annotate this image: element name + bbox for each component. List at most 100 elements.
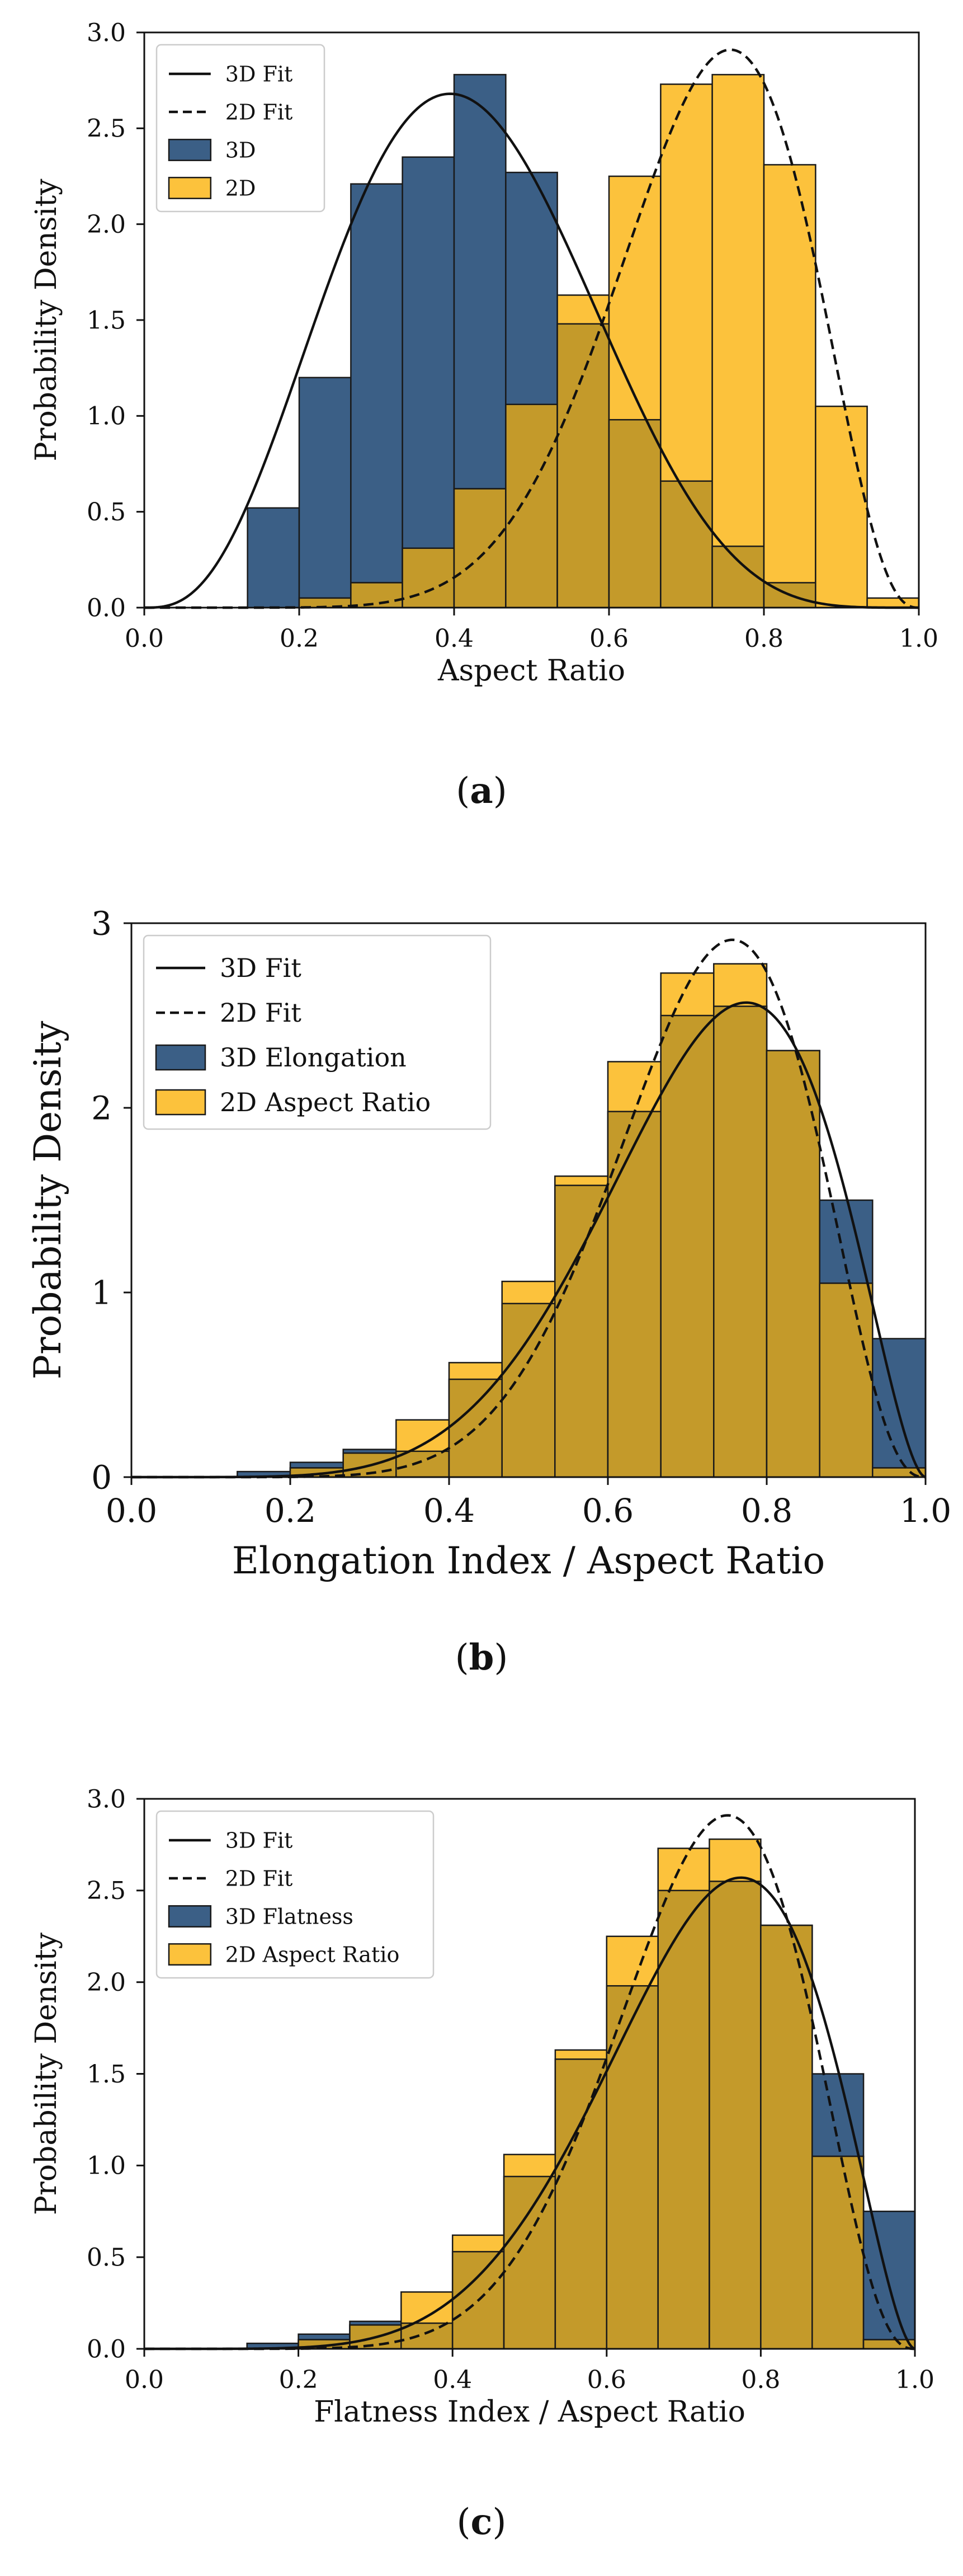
- chart-b: 0.0 0.2 0.4 0.6 0.8 1.0 0 1 2 3 Elongation Index /…: [26, 904, 951, 1582]
- bar-3d-2: [298, 377, 352, 609]
- legend-label: 3D Flatness: [225, 1904, 353, 1929]
- legend-3d-swatch-icon: [168, 139, 212, 161]
- chart-a: 0.0 0.2 0.4 0.6 0.8 1.0 0.0 0.5 1.0 1.5 2.0 2.5 3.0 A…: [30, 18, 938, 688]
- bar-3d-3: [350, 183, 403, 609]
- y-tick-label: 1.0: [87, 402, 126, 431]
- bar-overlap-8: [606, 1985, 659, 2350]
- x-tick-label: 0.2: [265, 1492, 316, 1530]
- x-tick-label: 0.8: [741, 2366, 780, 2394]
- bar-overlap-7: [554, 2058, 608, 2350]
- x-tick-label: 0.8: [744, 624, 783, 653]
- bar-2d-10: [711, 74, 765, 609]
- bar-3d-1: [247, 507, 300, 609]
- bar-overlap-8: [608, 419, 662, 609]
- y-tick-label: 3.0: [87, 1785, 126, 1813]
- bar-overlap-7: [556, 323, 610, 609]
- y-axis-label: Probability Density: [26, 1021, 69, 1380]
- legend-2d-swatch-icon: [168, 177, 212, 199]
- x-tick-label: 0.4: [435, 624, 474, 653]
- x-tick-label: 0.2: [280, 624, 319, 653]
- x-tick-label: 0.4: [423, 1492, 475, 1530]
- legend-2d-swatch-icon: [155, 1089, 206, 1116]
- x-axis-label: Flatness Index / Aspect Ratio: [314, 2395, 745, 2429]
- x-tick-label: 0.4: [433, 2366, 472, 2394]
- x-tick-label: 0.0: [106, 1492, 157, 1530]
- y-tick-label: 1.5: [87, 306, 126, 335]
- histogram-bars: [246, 1838, 916, 2350]
- x-tick-label: 1.0: [899, 624, 938, 653]
- legend-label: 2D Aspect Ratio: [220, 1087, 431, 1117]
- y-tick-label: 1.5: [87, 2060, 126, 2089]
- bar-overlap-12: [819, 1282, 874, 1478]
- bar-3d-13: [862, 2211, 916, 2350]
- bar-overlap-11: [760, 1924, 813, 2350]
- x-tick-label: 0.0: [125, 2366, 164, 2394]
- y-tick-label: 0.0: [87, 594, 126, 622]
- bar-overlap-12: [811, 2155, 865, 2350]
- legend-label: 2D Fit: [220, 998, 301, 1028]
- legend: 3D Fit 2D Fit 3D 2D: [155, 44, 325, 213]
- y-tick-label: 1.0: [87, 2152, 126, 2180]
- legend-3d-swatch-icon: [155, 1044, 206, 1071]
- legend-label: 2D Fit: [225, 100, 293, 124]
- y-axis-label: Probability Density: [30, 178, 63, 462]
- y-tick-label: 1: [91, 1273, 112, 1311]
- y-tick-label: 0.0: [87, 2335, 126, 2363]
- bar-overlap-6: [505, 403, 558, 609]
- legend-label: 2D Aspect Ratio: [225, 1942, 400, 1967]
- legend-2d-swatch-icon: [168, 1943, 212, 1966]
- y-tick-label: 0.5: [87, 2244, 126, 2272]
- y-tick-label: 3.0: [87, 18, 126, 47]
- bar-overlap-5: [453, 488, 507, 609]
- bar-overlap-10: [713, 1005, 768, 1478]
- x-tick-label: 0.2: [279, 2366, 318, 2394]
- bar-overlap-7: [554, 1184, 609, 1478]
- bar-overlap-4: [402, 547, 455, 609]
- bar-overlap-8: [607, 1111, 662, 1478]
- x-tick-label: 0.8: [741, 1492, 792, 1530]
- legend-label: 2D: [225, 176, 256, 200]
- x-tick-label: 0.6: [582, 1492, 634, 1530]
- plot-frame: [130, 922, 927, 1478]
- x-axis-label: Elongation Index / Aspect Ratio: [232, 1539, 825, 1582]
- y-tick-label: 3: [91, 904, 112, 942]
- caption-c: (c): [456, 2501, 507, 2543]
- y-tick-label: 2.5: [87, 1877, 126, 1905]
- bar-overlap-9: [657, 1889, 710, 2350]
- x-tick-label: 0.0: [125, 624, 164, 653]
- legend-label: 3D Elongation: [220, 1042, 407, 1073]
- legend-label: 3D Fit: [225, 62, 293, 86]
- bar-overlap-10: [709, 1881, 762, 2350]
- legend-label: 3D: [225, 138, 256, 162]
- y-tick-label: 2.0: [87, 1968, 126, 1997]
- legend: 3D Fit 2D Fit 3D Elongation 2D Aspect Ratio: [143, 934, 492, 1130]
- x-tick-label: 1.0: [900, 1492, 951, 1530]
- histogram-bars: [237, 963, 927, 1478]
- y-tick-label: 2: [91, 1089, 112, 1127]
- fit-curve-3d: [144, 92, 919, 609]
- y-tick-label: 0: [91, 1458, 112, 1496]
- bar-overlap-9: [660, 480, 713, 609]
- histogram-bars: [247, 74, 920, 609]
- legend-label: 2D Fit: [225, 1866, 293, 1891]
- y-axis-label: Probability Density: [30, 1932, 63, 2215]
- x-tick-label: 1.0: [895, 2366, 934, 2394]
- x-tick-label: 0.6: [589, 624, 629, 653]
- x-tick-label: 0.6: [587, 2366, 626, 2394]
- bar-3d-4: [402, 156, 455, 609]
- bar-overlap-11: [766, 1050, 820, 1478]
- legend-label: 3D Fit: [220, 953, 301, 983]
- bar-overlap-4: [395, 1450, 450, 1478]
- caption-b: (b): [455, 1637, 508, 1679]
- bar-overlap-9: [660, 1014, 715, 1478]
- chart-c: 0.0 0.2 0.4 0.6 0.8 1.0 0.0 0.5 1.0 1.5 2.0 2.5 3.0 F…: [30, 1785, 934, 2429]
- bar-overlap-5: [448, 1378, 503, 1478]
- bar-2d-12: [815, 405, 868, 609]
- bar-overlap-3: [350, 582, 403, 609]
- bar-3d-13: [872, 1338, 927, 1478]
- legend-label: 3D Fit: [225, 1828, 293, 1853]
- bar-2d-11: [763, 164, 816, 609]
- y-tick-label: 0.5: [87, 498, 126, 527]
- legend: 3D Fit 2D Fit 3D Flatness 2D Aspect Ratio: [155, 1810, 435, 1979]
- caption-a: (a): [456, 770, 507, 812]
